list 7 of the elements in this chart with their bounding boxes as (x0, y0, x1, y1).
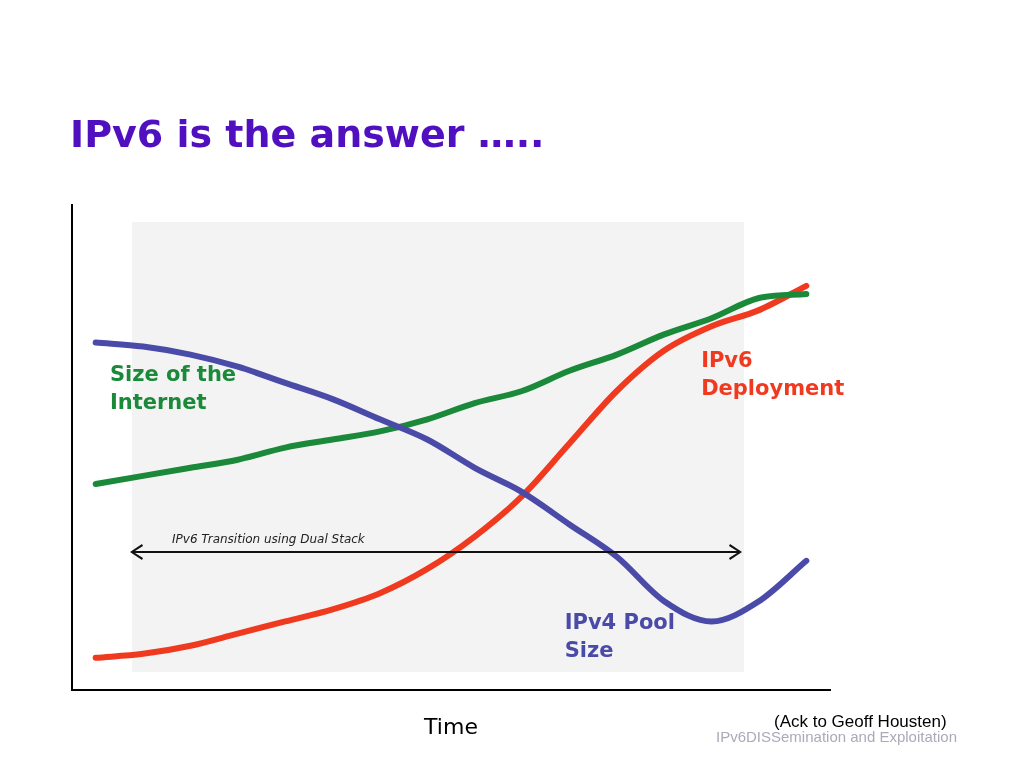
text: (Ack to Geoff Housten) (774, 712, 947, 732)
chart-title: IPv6 is the answer ….. (70, 112, 545, 156)
series-label: IPv4 Pool Size (564, 609, 675, 662)
x-axis-title: Time (423, 713, 478, 739)
annotation: IPv6 Transition using Dual Stack (172, 532, 365, 546)
series-label: IPv6 Deployment (701, 347, 845, 400)
text: Size of the Internet (109, 362, 237, 415)
